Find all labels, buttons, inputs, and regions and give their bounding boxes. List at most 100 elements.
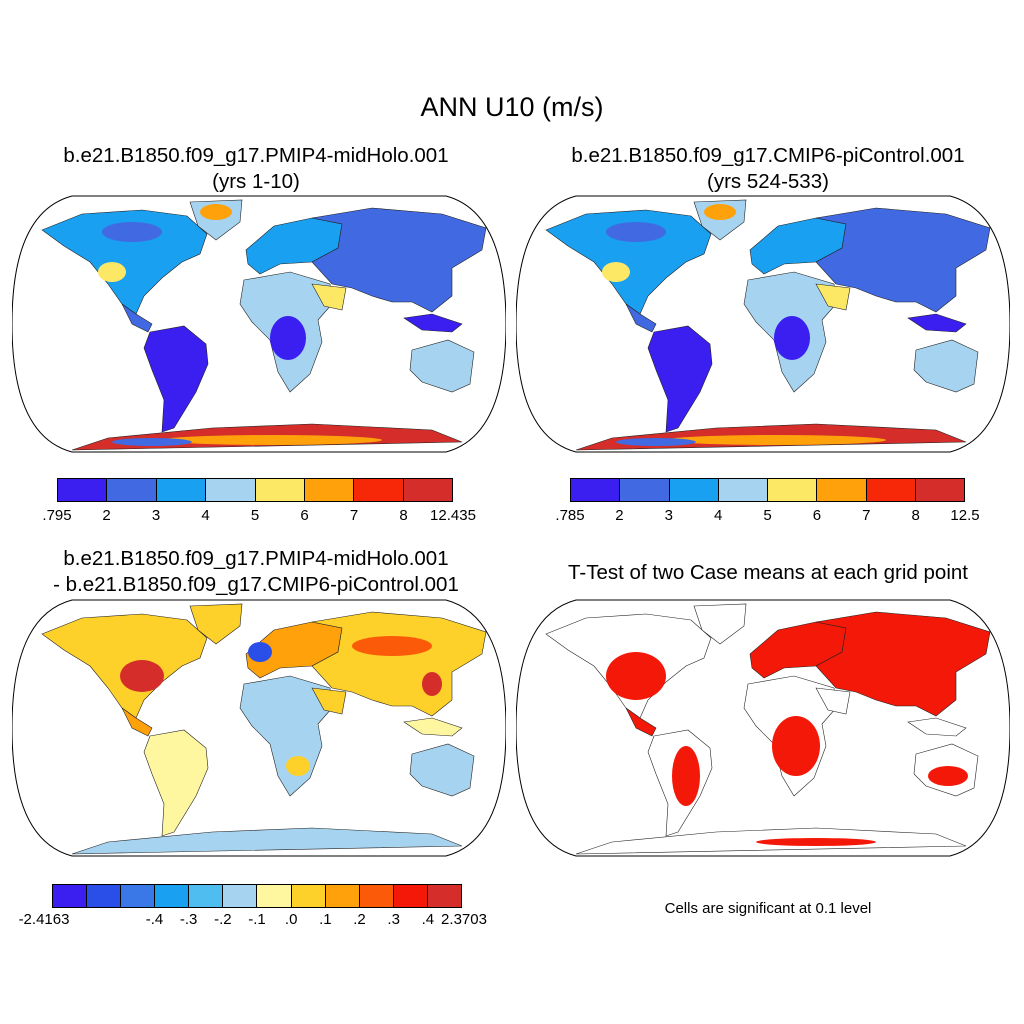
- colorbar-tick-label: 6: [300, 507, 309, 524]
- map-midholo-u10: [12, 195, 506, 453]
- colorbar-swatch: [393, 885, 428, 907]
- colorbar-swatch: [58, 479, 108, 501]
- colorbar-tick-label: 12.5: [950, 507, 980, 524]
- significance-note: Cells are significant at 0.1 level: [664, 900, 872, 917]
- patch-plains: [602, 262, 630, 282]
- landmass-arabia: [311, 687, 347, 715]
- colorbar-swatch: [189, 885, 224, 907]
- panel-title-top-right: b.e21.B1850.f09_g17.CMIP6-piControl.001 …: [512, 143, 1024, 195]
- patch-plains: [98, 262, 126, 282]
- land-layer: [41, 199, 487, 451]
- map-picontrol-u10: [516, 195, 1010, 453]
- colorbar-swatch: [206, 479, 256, 501]
- map-boundary: [516, 599, 1010, 857]
- map-boundary: [516, 195, 1010, 453]
- colorbar-swatch: [155, 885, 190, 907]
- patch-greenland-coast: [200, 204, 232, 220]
- patch-east-asia: [422, 672, 442, 696]
- patch-sig-antarctic: [756, 838, 876, 846]
- patch-sig-australia: [928, 766, 968, 786]
- colorbar-swatch: [87, 885, 122, 907]
- colorbar-tick-label: 3: [664, 507, 673, 524]
- colorbar-tick-label: 7: [349, 507, 359, 524]
- panel-title-bottom-right: T-Test of two Case means at each grid po…: [512, 560, 1024, 586]
- landmass-indonesia: [907, 717, 967, 737]
- landmass-antarctic: [71, 827, 463, 855]
- colorbar-tick-label: 3: [151, 507, 161, 524]
- landmass-samerica: [647, 325, 713, 433]
- patch-central-africa: [270, 316, 306, 360]
- landmass-namerica: [41, 209, 208, 315]
- colorbar-tick-label: 2: [102, 507, 111, 524]
- patch-sahara: [754, 284, 802, 300]
- colorbar-swatch: [325, 885, 360, 907]
- colorbar-midholo: [57, 478, 453, 502]
- colorbar-tick-label: 7: [862, 507, 871, 524]
- map-boundary: [12, 599, 506, 857]
- land-layer: [545, 603, 991, 855]
- colorbar-tick-label: .795: [42, 507, 72, 524]
- panel-title-line1: b.e21.B1850.f09_g17.PMIP4-midHolo.001: [63, 547, 449, 570]
- colorbar-tick-label: .785: [555, 507, 585, 524]
- panel-title-line2: (yrs 1-10): [212, 170, 300, 193]
- colorbar-swatch: [359, 885, 394, 907]
- colorbar-tick-label: -.2: [214, 911, 232, 928]
- landmass-arabia: [815, 687, 851, 715]
- figure-title: ANN U10 (m/s): [420, 92, 604, 122]
- colorbar-swatch: [107, 479, 157, 501]
- patch-antarctic-inner: [666, 435, 886, 445]
- patch-canada: [102, 222, 162, 242]
- landmass-samerica: [143, 729, 209, 837]
- patch-antarctic-inner: [162, 435, 382, 445]
- patch-antarctic-west: [616, 438, 696, 446]
- patch-sahara: [250, 284, 298, 300]
- colorbar-swatch: [403, 479, 452, 501]
- patch-siberia: [352, 636, 432, 656]
- landmass-camerica: [625, 303, 657, 333]
- land-layer: [545, 199, 991, 451]
- patch-canada: [606, 222, 666, 242]
- patch-central-africa: [774, 316, 810, 360]
- colorbar-swatch: [53, 885, 88, 907]
- landmass-camerica: [121, 303, 153, 333]
- landmass-asia: [815, 207, 991, 313]
- colorbar-tick-label: 8: [911, 507, 920, 524]
- colorbar-tick-label: .4: [421, 911, 435, 928]
- colorbar-tick-label: -.3: [179, 911, 198, 928]
- patch-sig-africa: [772, 716, 820, 776]
- colorbar-tick-label: 5: [250, 507, 260, 524]
- landmass-indonesia: [403, 717, 463, 737]
- colorbar-tick-label: 2.3703: [441, 911, 487, 928]
- colorbar-swatch: [817, 479, 867, 501]
- panel-title-bottom-left: b.e21.B1850.f09_g17.PMIP4-midHolo.001 - …: [0, 546, 512, 598]
- landmass-asia: [311, 611, 487, 717]
- colorbar-swatch: [121, 885, 156, 907]
- patch-southern-africa: [286, 756, 310, 776]
- colorbar-swatch: [718, 479, 768, 501]
- panel-title-line1: b.e21.B1850.f09_g17.CMIP6-piControl.001: [571, 144, 965, 167]
- colorbar-tick-label: 8: [399, 507, 408, 524]
- colorbar-swatch: [915, 479, 964, 501]
- map-difference-u10: [12, 599, 506, 857]
- landmass-australia: [409, 339, 475, 393]
- colorbar-tick-label: 6: [812, 507, 822, 524]
- colorbar-tick-label: 4: [713, 507, 723, 524]
- landmass-indonesia: [907, 313, 967, 333]
- patch-sig-north-america: [606, 652, 666, 700]
- land-layer: [41, 603, 487, 855]
- panel-title-line2: - b.e21.B1850.f09_g17.CMIP6-piControl.00…: [53, 573, 459, 596]
- colorbar-swatch: [223, 885, 258, 907]
- landmass-arabia: [815, 283, 851, 311]
- colorbar-tick-label: .0: [284, 911, 298, 928]
- colorbar-swatch: [620, 479, 670, 501]
- colorbar-swatch: [304, 479, 355, 501]
- map-ttest-significance: [516, 599, 1010, 857]
- colorbar-swatch: [156, 479, 207, 501]
- colorbar-swatch: [427, 885, 461, 907]
- colorbar-swatch: [257, 885, 292, 907]
- landmass-asia: [311, 207, 487, 313]
- landmass-camerica: [625, 707, 657, 737]
- landmass-samerica: [143, 325, 209, 433]
- landmass-namerica: [41, 613, 208, 719]
- landmass-australia: [913, 339, 979, 393]
